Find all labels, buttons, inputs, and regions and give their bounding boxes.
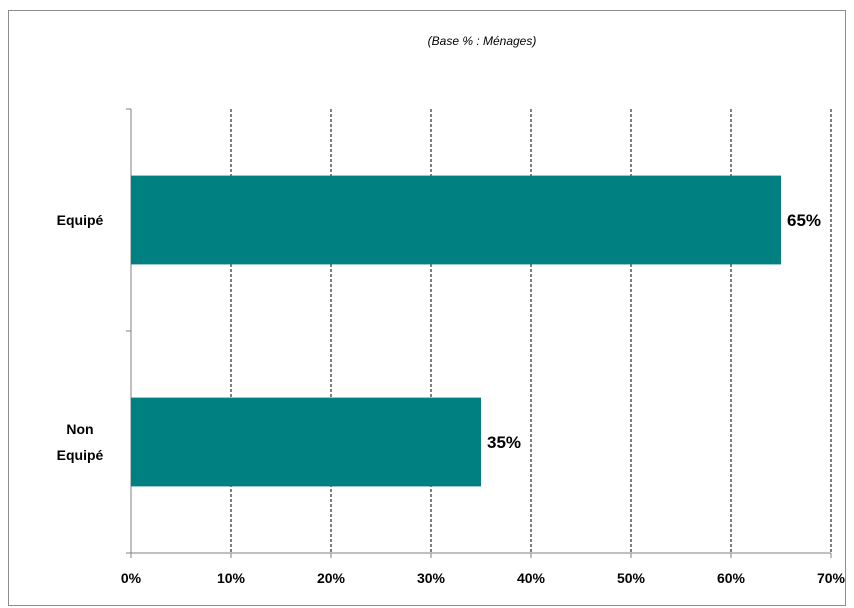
x-tick-label: 40% bbox=[517, 570, 546, 586]
x-tick-label: 70% bbox=[817, 570, 846, 586]
x-tick-label: 20% bbox=[317, 570, 346, 586]
category-label: Equipé bbox=[57, 212, 104, 228]
labels: 0% 10% 20% 30% 40% 50% 60% 70% 65% Equipé 35% Non Eq… bbox=[57, 211, 846, 586]
x-tick-label: 0% bbox=[121, 570, 142, 586]
bar bbox=[131, 397, 481, 487]
x-tick-label: 10% bbox=[217, 570, 246, 586]
chart-subtitle: (Base % : Ménages) bbox=[428, 34, 537, 48]
x-tick-label: 50% bbox=[617, 570, 646, 586]
bar bbox=[131, 175, 781, 265]
category-label: Non Equipé bbox=[57, 421, 104, 463]
chart-frame bbox=[8, 10, 846, 606]
x-tick-label: 30% bbox=[417, 570, 446, 586]
bars bbox=[131, 175, 781, 487]
data-label: 65% bbox=[787, 211, 821, 230]
x-tick-label: 60% bbox=[717, 570, 746, 586]
data-label: 35% bbox=[487, 433, 521, 452]
